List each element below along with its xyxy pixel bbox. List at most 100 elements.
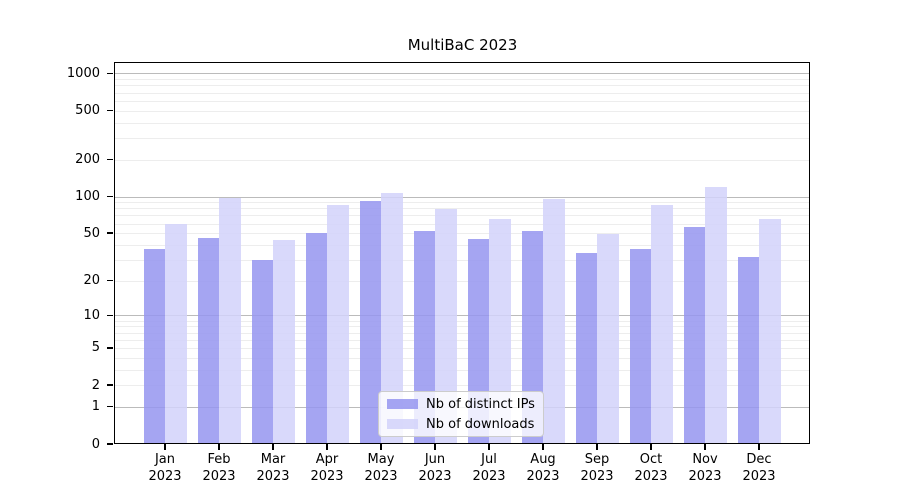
bar-distinct-ips	[683, 227, 705, 444]
bar-downloads	[435, 209, 457, 444]
bar-downloads	[489, 219, 511, 444]
gridline-minor	[114, 357, 810, 359]
gridline-minor	[114, 326, 810, 328]
gridline-minor	[114, 208, 810, 210]
x-tick-mark	[488, 444, 490, 450]
y-tick-label: 500	[75, 103, 100, 119]
bar-downloads	[273, 239, 295, 444]
gridline-major	[114, 73, 810, 75]
x-tick-mark	[272, 444, 274, 450]
gridline-minor	[114, 339, 810, 341]
bar-downloads	[759, 218, 781, 444]
gridline-minor	[114, 347, 810, 349]
gridline-minor	[114, 223, 810, 225]
legend-item: Nb of distinct IPs	[387, 397, 535, 412]
gridline-minor	[114, 122, 810, 124]
y-tick-label: 100	[75, 189, 100, 204]
x-tick-label: Oct 2023	[634, 452, 668, 484]
legend-swatch-ips	[387, 399, 418, 409]
plot-area	[114, 62, 810, 444]
gridline-minor	[114, 137, 810, 139]
y-tick-mark	[107, 72, 113, 75]
x-tick-label: Jan 2023	[148, 452, 182, 484]
y-tick-mark	[107, 109, 113, 112]
x-tick-label: Feb 2023	[202, 452, 236, 484]
bar-distinct-ips	[251, 259, 273, 444]
bar-distinct-ips	[305, 233, 327, 444]
x-tick-label: Dec 2023	[742, 452, 776, 484]
gridline-minor	[114, 259, 810, 261]
y-tick-label: 20	[83, 273, 100, 289]
chart-title: MultiBaC 2023	[407, 36, 518, 54]
y-tick-label: 0	[91, 436, 100, 452]
bar-distinct-ips	[521, 231, 543, 444]
x-tick-mark	[596, 444, 598, 450]
bar-distinct-ips	[737, 256, 759, 444]
x-tick-label: Sep 2023	[580, 452, 614, 484]
x-tick-label: May 2023	[364, 452, 398, 484]
gridline-minor	[114, 332, 810, 334]
legend-item: Nb of downloads	[387, 417, 535, 432]
legend-swatch-downloads	[387, 419, 418, 429]
bar-downloads	[543, 199, 565, 444]
gridline-minor	[114, 215, 810, 217]
y-tick-mark	[107, 232, 113, 234]
y-tick-mark	[107, 195, 113, 198]
x-tick-mark	[218, 444, 220, 450]
bar-downloads	[651, 205, 673, 444]
bar-downloads	[381, 192, 403, 444]
x-tick-mark	[326, 444, 328, 450]
y-tick-mark	[107, 280, 113, 282]
x-tick-label: Apr 2023	[310, 452, 344, 484]
x-tick-mark	[650, 444, 652, 450]
x-tick-mark	[434, 444, 436, 450]
legend-label: Nb of downloads	[426, 416, 535, 432]
x-tick-mark	[164, 444, 166, 450]
bar-distinct-ips	[629, 248, 651, 444]
y-tick-mark	[107, 406, 113, 408]
bar-distinct-ips	[359, 200, 381, 444]
bar-distinct-ips	[143, 248, 165, 444]
x-tick-label: Jul 2023	[472, 452, 506, 484]
x-tick-mark	[704, 444, 706, 450]
gridline-minor	[114, 233, 810, 235]
x-tick-mark	[758, 444, 760, 450]
gridline-minor	[114, 159, 810, 161]
y-tick-label: 2	[91, 377, 100, 393]
bar-distinct-ips	[413, 231, 435, 444]
bar-downloads	[597, 234, 619, 444]
x-tick-label: Aug 2023	[526, 452, 560, 484]
y-tick-label: 1000	[66, 65, 100, 81]
y-tick-mark	[107, 443, 113, 445]
x-tick-label: Jun 2023	[418, 452, 452, 484]
gridline-minor	[114, 92, 810, 94]
gridline-minor	[114, 369, 810, 371]
gridline-minor	[114, 244, 810, 246]
gridline-minor	[114, 110, 810, 112]
bar-downloads	[327, 204, 349, 444]
y-tick-label: 1	[91, 399, 100, 415]
gridline-minor	[114, 385, 810, 387]
bar-downloads	[219, 198, 241, 444]
legend: Nb of distinct IPs Nb of downloads	[378, 391, 544, 437]
y-tick-mark	[107, 158, 113, 161]
x-tick-mark	[542, 444, 544, 450]
y-tick-mark	[107, 314, 113, 317]
legend-label: Nb of distinct IPs	[426, 396, 535, 412]
x-tick-mark	[380, 444, 382, 450]
gridline-minor	[114, 100, 810, 102]
bar-distinct-ips	[197, 237, 219, 444]
bar-downloads	[165, 223, 187, 444]
y-tick-mark	[107, 347, 113, 349]
y-tick-label: 50	[83, 225, 100, 241]
gridline-minor	[114, 202, 810, 204]
y-tick-label: 5	[91, 340, 100, 356]
gridline-minor	[114, 320, 810, 322]
y-tick-mark	[107, 384, 113, 386]
gridline-minor	[114, 280, 810, 282]
y-tick-label: 10	[83, 307, 100, 323]
x-tick-label: Mar 2023	[256, 452, 290, 484]
y-tick-label: 200	[75, 152, 100, 168]
gridline-major	[114, 315, 810, 317]
